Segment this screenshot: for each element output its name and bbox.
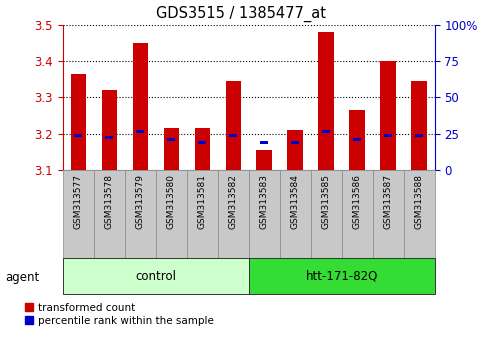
Text: control: control — [135, 270, 176, 282]
Bar — [256, 150, 272, 170]
Bar — [350, 110, 365, 170]
Bar — [63, 258, 249, 294]
Bar — [249, 170, 280, 258]
Bar — [311, 170, 342, 258]
Bar — [354, 138, 361, 141]
Bar — [373, 170, 404, 258]
Bar — [229, 134, 237, 137]
Bar — [384, 133, 392, 137]
Bar — [218, 170, 249, 258]
Text: GSM313587: GSM313587 — [384, 174, 393, 229]
Bar — [94, 170, 125, 258]
Text: GSM313585: GSM313585 — [322, 174, 331, 229]
Bar — [199, 141, 206, 144]
Bar — [226, 81, 241, 170]
Text: GSM313588: GSM313588 — [415, 174, 424, 229]
Bar — [168, 138, 175, 141]
Text: GSM313577: GSM313577 — [74, 174, 83, 229]
Text: GSM313586: GSM313586 — [353, 174, 362, 229]
Bar — [291, 141, 299, 144]
Bar — [195, 128, 210, 170]
Bar — [74, 133, 82, 137]
Bar — [105, 136, 113, 139]
Bar — [187, 170, 218, 258]
Bar — [136, 130, 144, 133]
Text: GSM313582: GSM313582 — [229, 174, 238, 229]
Text: GSM313583: GSM313583 — [260, 174, 269, 229]
Text: agent: agent — [5, 272, 39, 284]
Bar — [415, 133, 423, 137]
Bar — [287, 130, 303, 170]
Bar — [412, 81, 427, 170]
Text: GSM313584: GSM313584 — [291, 174, 300, 229]
Bar — [381, 61, 396, 170]
Bar — [132, 43, 148, 170]
Text: GSM313581: GSM313581 — [198, 174, 207, 229]
Text: GSM313580: GSM313580 — [167, 174, 176, 229]
Legend: transformed count, percentile rank within the sample: transformed count, percentile rank withi… — [25, 303, 214, 326]
Bar — [101, 90, 117, 170]
Bar — [164, 128, 179, 170]
Bar — [249, 258, 435, 294]
Bar — [260, 141, 268, 144]
Text: GSM313579: GSM313579 — [136, 174, 145, 229]
Text: htt-171-82Q: htt-171-82Q — [306, 270, 378, 282]
Bar — [318, 32, 334, 170]
Bar — [125, 170, 156, 258]
Bar — [280, 170, 311, 258]
Text: GDS3515 / 1385477_at: GDS3515 / 1385477_at — [156, 5, 327, 22]
Bar — [342, 170, 373, 258]
Bar — [156, 170, 187, 258]
Bar — [63, 170, 94, 258]
Text: GSM313578: GSM313578 — [105, 174, 114, 229]
Bar — [322, 130, 330, 133]
Bar — [71, 74, 86, 170]
Bar — [404, 170, 435, 258]
